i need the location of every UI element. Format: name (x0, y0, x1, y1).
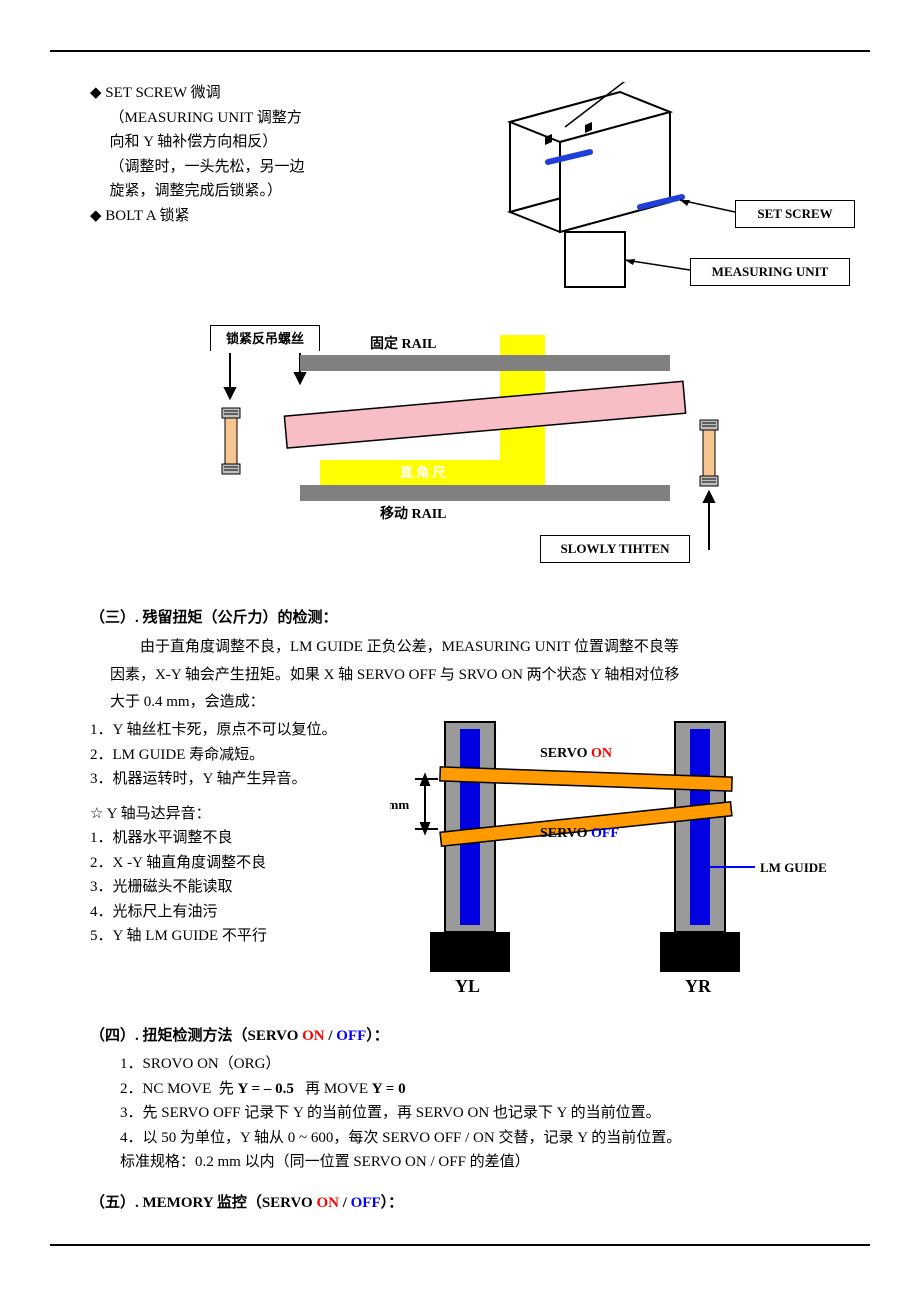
label-square-ruler: 直 角 尺 (400, 465, 446, 480)
s4-li-3: 3．先 SERVO OFF 记录下 Y 的当前位置，再 SERVO ON 也记录… (120, 1102, 870, 1125)
label-yr: YR (685, 976, 712, 996)
section3-p2a: 因素，X-Y 轴会产生扭矩。如果 X 轴 SERVO OFF 与 SRVO ON… (110, 664, 810, 687)
rule-bottom (50, 1244, 870, 1246)
bullet-1-sub1: （MEASURING UNIT 调整方 (90, 107, 370, 130)
label-servo-off: SERVO OFF (540, 826, 619, 841)
section3-textcol: 1．Y 轴丝杠卡死，原点不可以复位。 2．LM GUIDE 寿命减短。 3．机器… (90, 717, 372, 1005)
bullet-1: SET SCREW 微调 (90, 82, 370, 105)
s4-li-2: 2．NC MOVE 先 Y = – 0.5 再 MOVE Y = 0 (120, 1078, 870, 1101)
s3-li-2: 2．LM GUIDE 寿命减短。 (90, 744, 372, 767)
label-set-screw: SET SCREW (735, 200, 855, 228)
diagram-bracket: SET SCREW MEASURING UNIT (390, 82, 870, 310)
s4-spec: 标准规格：0.2 mm 以内（同一位置 SERVO ON / OFF 的差值） (120, 1151, 870, 1174)
label-moving-rail: 移动 RAIL (380, 505, 447, 522)
section4-title: （四）. 扭矩检测方法（SERVO ON / OFF）： (90, 1025, 870, 1048)
diagram-servo: ＜0.4 mm LM GUIDE SERVO ON SERVO OFF YL Y… (390, 717, 830, 1005)
s3-star-1: 1．机器水平调整不良 (90, 827, 372, 850)
section5-title: （五）. MEMORY 监控（SERVO ON / OFF）： (90, 1192, 870, 1215)
s3-star-4: 4．光标尺上有油污 (90, 901, 372, 924)
s4-li-4: 4．以 50 为单位，Y 轴从 0 ~ 600，每次 SERVO OFF / O… (120, 1127, 870, 1150)
s3-star-3: 3．光栅磁头不能读取 (90, 876, 372, 899)
s3-star-5: 5．Y 轴 LM GUIDE 不平行 (90, 925, 372, 948)
section4-list: 1．SROVO ON（ORG） 2．NC MOVE 先 Y = – 0.5 再 … (50, 1053, 870, 1174)
bolt-right (700, 420, 718, 486)
section3-p2b: 大于 0.4 mm，会造成： (110, 691, 810, 714)
label-yl: YL (455, 976, 480, 996)
bullet-1-sub3: （调整时，一头先松，另一边 (90, 156, 370, 179)
label-lock-screw: 锁紧反吊螺丝 (210, 325, 320, 351)
bullet-1-sub4: 旋紧，调整完成后锁紧。） (90, 180, 370, 203)
rule-top (50, 50, 870, 52)
s3-star-2: 2．X -Y 轴直角度调整不良 (90, 852, 372, 875)
section3-title: （三）. 残留扭矩（公斤力）的检测： (90, 607, 870, 630)
page: SET SCREW 微调 （MEASURING UNIT 调整方 向和 Y 轴补… (0, 0, 920, 1266)
label-servo-on: SERVO ON (540, 746, 612, 761)
label-lm-guide: LM GUIDE (760, 860, 827, 875)
bullet-1-sub2: 向和 Y 轴补偿方向相反） (90, 131, 370, 154)
section3-p1: 由于直角度调整不良，LM GUIDE 正负公差，MEASURING UNIT 位… (110, 636, 810, 659)
section3-row: 1．Y 轴丝杠卡死，原点不可以复位。 2．LM GUIDE 寿命减短。 3．机器… (90, 717, 830, 1005)
label-slowly-tighten: SLOWLY TIHTEN (540, 535, 690, 563)
s3-star-title: ☆ Y 轴马达异音： (90, 803, 372, 826)
label-fixed-rail: 固定 RAIL (370, 335, 437, 352)
diagram-rails: 锁紧反吊螺丝 固定 RAIL 直 角 尺 (170, 320, 810, 588)
label-gap: ＜0.4 mm (390, 797, 409, 812)
s3-li-3: 3．机器运转时，Y 轴产生异音。 (90, 768, 372, 791)
top-row: SET SCREW 微调 （MEASURING UNIT 调整方 向和 Y 轴补… (50, 82, 870, 310)
s4-li-1: 1．SROVO ON（ORG） (120, 1053, 870, 1076)
bullets-block: SET SCREW 微调 （MEASURING UNIT 调整方 向和 Y 轴补… (50, 82, 370, 310)
s3-li-1: 1．Y 轴丝杠卡死，原点不可以复位。 (90, 719, 372, 742)
bullet-2: BOLT A 锁紧 (90, 205, 370, 228)
bolt-left (222, 408, 240, 474)
label-measuring-unit: MEASURING UNIT (690, 258, 850, 286)
